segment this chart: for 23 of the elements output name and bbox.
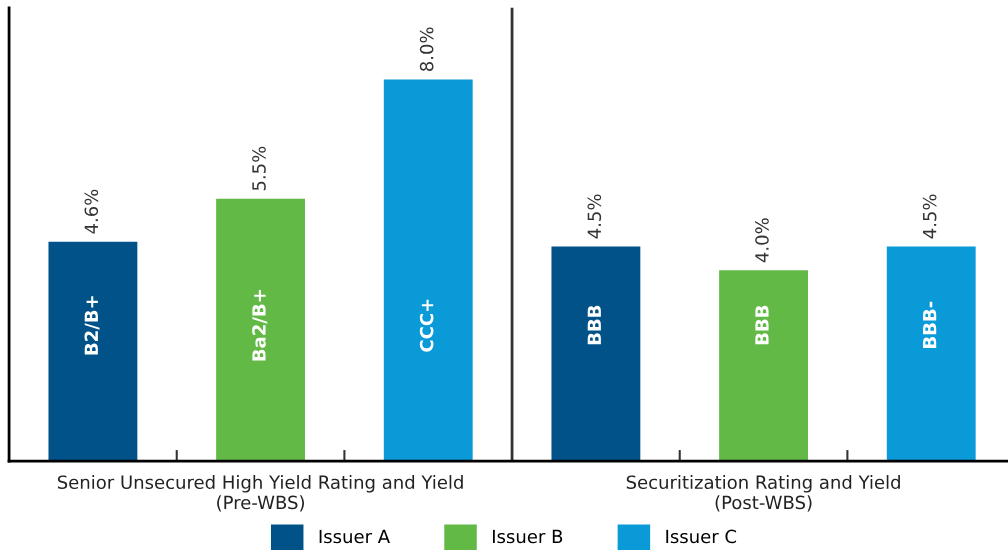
data-label: 4.5% [922,194,937,239]
bar [719,270,808,462]
data-label: 4.5% [587,194,602,239]
annotation: BBB [755,305,769,345]
annotation: CCC+ [419,299,434,352]
data-label: 5.5% [252,146,266,191]
x-tick-label: Securitization Rating and Yield (Post-WBS) [626,475,900,512]
x-tick-label: Senior Unsecured High Yield Rating and Yield (Pre-WBS) [57,475,463,512]
data-label: 8.0% [419,27,434,72]
bar [551,246,641,462]
annotation: BBB- [923,301,937,348]
legend-label: Issuer B [493,529,563,544]
bar [216,198,305,462]
annotation: Ba2/B+ [252,290,268,361]
annotation: BBB [587,305,601,345]
bar [383,79,473,462]
data-label: 4.0% [755,218,769,263]
bar [48,241,138,462]
legend-label: Issuer C [666,529,737,544]
data-label: 4.6% [84,189,99,234]
bar [886,246,976,462]
annotation: B2/B+ [84,296,100,355]
legend-label: Issuer A [319,529,390,544]
